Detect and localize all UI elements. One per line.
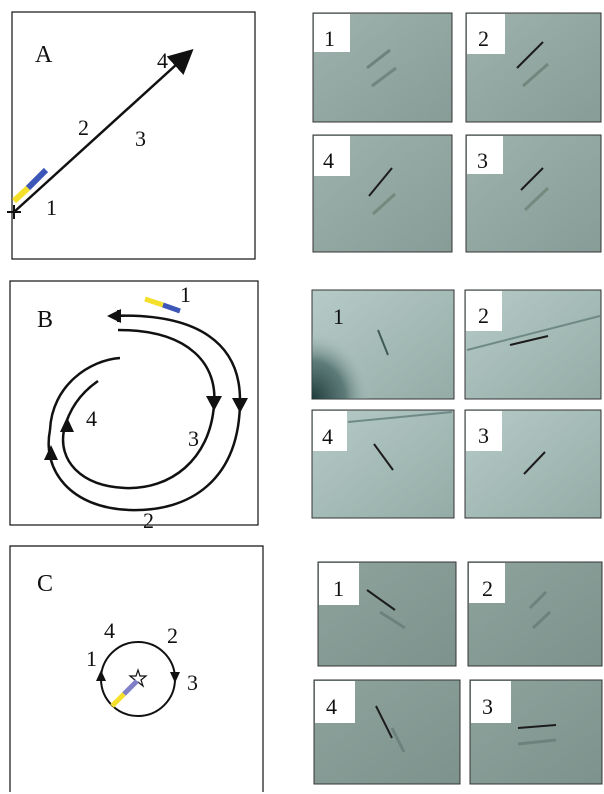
- panel-a-photo-label-3: 3: [477, 148, 488, 173]
- panel-b-blue-marker: [162, 302, 181, 314]
- panel-a-diagram-label-3: 3: [135, 126, 146, 151]
- panel-b-photo-label-2: 2: [478, 303, 489, 328]
- panel-c: C 1 2 3 4 1 2: [9, 545, 603, 792]
- panel-a-trajectory: [13, 48, 194, 213]
- panel-b: B 1 2 3 4 1: [9, 280, 602, 533]
- panel-c-photo-4: 4: [313, 679, 461, 785]
- panel-b-label: B: [37, 307, 53, 333]
- panel-b-photo-label-4: 4: [322, 424, 333, 449]
- panel-a-yellow-marker: [11, 185, 31, 204]
- panel-c-photo-1: 1: [317, 561, 457, 667]
- panel-b-arrow-right-outer: [232, 398, 248, 413]
- panel-b-arrow-left-inner: [60, 417, 74, 432]
- panel-b-photo-label-3: 3: [478, 423, 489, 448]
- panel-b-photo-2: 2: [464, 289, 602, 400]
- panel-c-photo-label-4: 4: [326, 694, 337, 719]
- panel-c-photo-2: 2: [467, 561, 603, 667]
- panel-b-start-marker: [112, 310, 124, 322]
- panel-b-arrow-right-inner: [206, 396, 222, 411]
- panel-b-arrow-left-outer: [44, 445, 58, 460]
- panel-c-diagram-label-2: 2: [167, 623, 178, 648]
- panel-c-arrow-left: [96, 670, 106, 681]
- panel-c-photo-label-3: 3: [482, 694, 493, 719]
- panel-a-diagram-label-4: 4: [157, 48, 168, 73]
- panel-c-photo-label-1: 1: [333, 576, 344, 601]
- panel-a-photo-2: 2: [465, 12, 602, 123]
- panel-c-diagram-label-1: 1: [86, 646, 97, 671]
- panel-c-photo-3: 3: [469, 679, 603, 785]
- panel-c-diagram-frame: [9, 545, 264, 792]
- panel-b-photo-label-1: 1: [333, 304, 344, 329]
- panel-a-photo-label-4: 4: [323, 148, 334, 173]
- panel-c-label: C: [37, 571, 53, 597]
- panel-a-label: A: [35, 42, 53, 68]
- panel-a-photo-3: 3: [465, 134, 602, 253]
- panel-b-connect-arc: [48, 356, 121, 431]
- panel-c-diagram-label-4: 4: [104, 618, 115, 643]
- panel-a: A 1 2 3 4 1 2: [7, 11, 602, 260]
- panel-b-diagram-label-3: 3: [188, 426, 199, 451]
- panel-c-blue-marker: [122, 679, 139, 696]
- panel-c-photo-label-2: 2: [482, 576, 493, 601]
- panel-a-blue-marker: [25, 167, 49, 191]
- panel-b-photo-1: 1: [311, 289, 455, 400]
- panel-b-diagram-label-1: 1: [180, 282, 191, 307]
- panel-c-diagram-label-3: 3: [187, 670, 198, 695]
- panel-b-diagram-label-2: 2: [143, 508, 154, 533]
- panel-a-diagram-label-2: 2: [78, 115, 89, 140]
- panel-a-photo-1: 1: [312, 12, 453, 123]
- panel-b-diagram-label-4: 4: [86, 406, 97, 431]
- panel-a-photo-4: 4: [312, 134, 453, 253]
- panel-a-diagram-frame: [11, 11, 256, 260]
- panel-a-photo-label-2: 2: [478, 26, 489, 51]
- panel-b-photo-4: 4: [311, 409, 455, 519]
- panel-a-diagram-label-1: 1: [46, 195, 57, 220]
- panel-a-start-marker: [7, 205, 21, 219]
- panel-b-yellow-marker: [144, 296, 164, 308]
- panel-b-photo-3: 3: [464, 409, 602, 519]
- panel-a-photo-label-1: 1: [324, 26, 335, 51]
- panel-c-yellow-marker: [110, 692, 126, 708]
- panel-b-outer-arc: [47, 314, 242, 512]
- panel-c-arrow-right: [170, 672, 180, 683]
